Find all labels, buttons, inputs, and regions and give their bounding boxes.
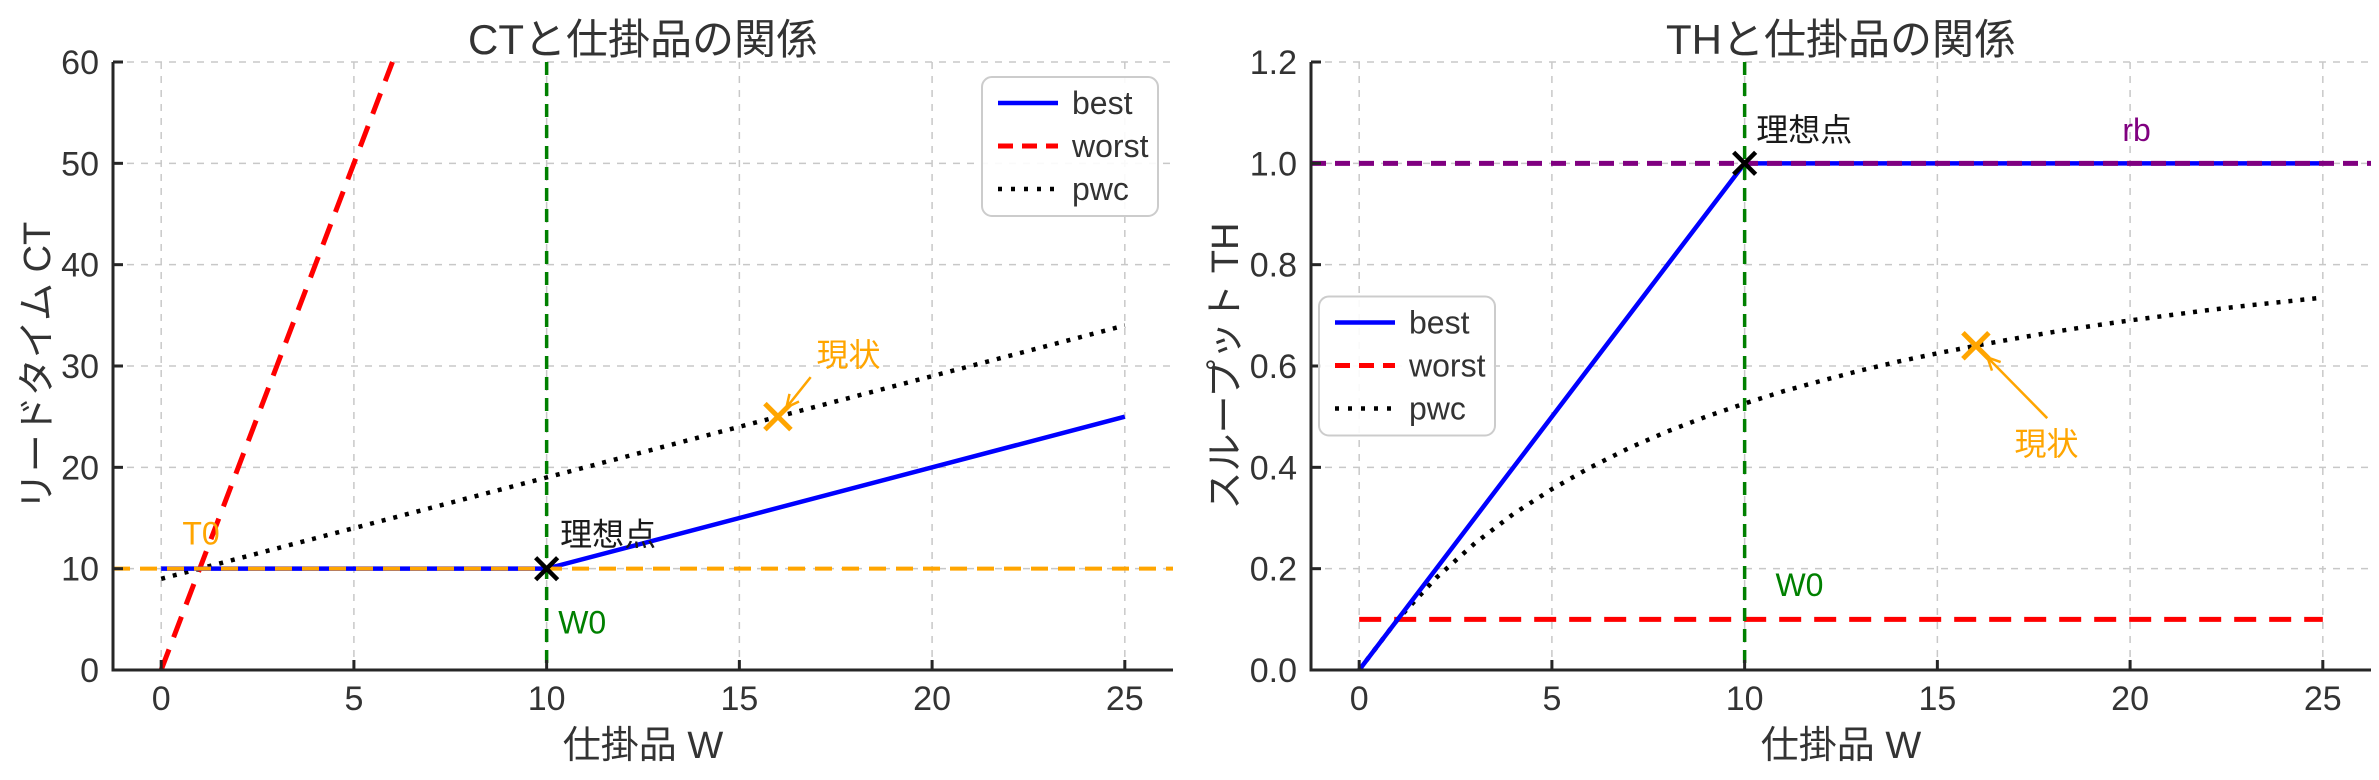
chart-title-th: THと仕掛品の関係 [1666,16,2016,63]
x-axis-label-ct: 仕掛品 W [562,725,724,767]
current-state-arrow [1985,355,2049,420]
x-axis-label-th: 仕掛品 W [1760,725,1922,767]
x-tick-label: 5 [1542,680,1561,718]
rb-label: rb [2122,112,2150,148]
current-state-marker-stroke [1961,330,1991,361]
y-tick-label: 40 [61,247,99,285]
x-tick-label: 20 [2111,680,2149,718]
current-state-marker [1961,330,1991,361]
legend-label-pwc: pwc [1409,391,1466,427]
y-tick-label: 0.8 [1250,247,1297,285]
y-tick-label: 30 [61,348,99,386]
legend: best worst pwc [981,76,1159,217]
legend-label-best: best [1409,305,1470,341]
legend-label-worst: worst [1071,128,1149,164]
ideal-point-marker-stroke [1732,150,1758,176]
x-tick-label: 15 [720,680,758,718]
legend-label-best: best [1072,85,1133,121]
legend-box [981,76,1159,217]
y-tick-label: 0.4 [1250,449,1297,487]
x-tick-label: 25 [2304,680,2342,718]
current-state-arrow-shaft [785,376,812,409]
ideal-point-label: 理想点 [560,516,656,552]
current-state-arrow [784,376,812,410]
y-tick-label: 1.2 [1250,44,1297,82]
y-tick-label: 0.6 [1250,348,1297,386]
axes-spines [111,60,1173,672]
current-state-arrow-shaft [1986,356,2049,420]
x-tick-label: 10 [1726,680,1764,718]
chart-th: 0 5 10 15 20 25 0.0 0.2 0.4 0.6 0.8 1.0 1.2 理想点 rb W0 現状… [1250,44,2371,718]
W0-label: W0 [1775,567,1823,603]
y-tick-label: 10 [61,551,99,589]
W0-label: W0 [558,605,606,641]
tick-labels: 0 5 10 15 20 25 0.0 0.2 0.4 0.6 0.8 1.0 1.2 [1250,44,2342,718]
x-tick-label: 10 [528,680,566,718]
series-best-line [1357,161,2323,672]
y-axis-label-ct: リードタイム CT [17,221,59,511]
T0-label: T0 [182,515,219,551]
y-axis-label-th: スループット TH [1205,222,1247,510]
ideal-point-marker [1732,150,1758,176]
x-tick-label: 5 [344,680,363,718]
legend: best worst pwc [1318,295,1496,437]
current-state-label: 現状 [2014,426,2078,462]
series-pwc-line [1357,295,2324,672]
legend-box [1318,295,1496,437]
current-state-label: 現状 [816,337,880,373]
y-tick-label: 0.2 [1250,551,1297,589]
x-tick-label: 0 [1350,680,1369,718]
current-state-arrow-head [784,393,800,410]
legend-label-pwc: pwc [1072,171,1129,207]
series-pwc-line [160,323,1126,581]
ideal-point-label: 理想点 [1756,112,1852,148]
tick-labels: 0 5 10 15 20 25 0 10 20 30 40 50 60 [61,44,1144,718]
x-tick-label: 15 [1918,680,1956,718]
x-tick-label: 0 [152,680,171,718]
ideal-point-marker [534,556,560,582]
current-state-arrow-head [1985,355,2002,372]
x-tick-label: 25 [1106,680,1144,718]
legend-label-worst: worst [1408,348,1486,384]
chart-ct: 0 5 10 15 20 25 0 10 20 30 40 50 60 T0 理想点 W0 現状 best wors… [61,44,1173,718]
y-tick-label: 0.0 [1250,652,1297,690]
ideal-point-marker-stroke [534,556,560,582]
y-tick-label: 1.0 [1250,145,1297,183]
y-tick-label: 20 [61,449,99,487]
x-tick-label: 20 [913,680,951,718]
y-tick-label: 50 [61,145,99,183]
y-tick-label: 0 [80,652,99,690]
y-tick-label: 60 [61,44,99,82]
chart-title-ct: CTと仕掛品の関係 [468,16,818,63]
axes-spines [1309,60,2371,672]
